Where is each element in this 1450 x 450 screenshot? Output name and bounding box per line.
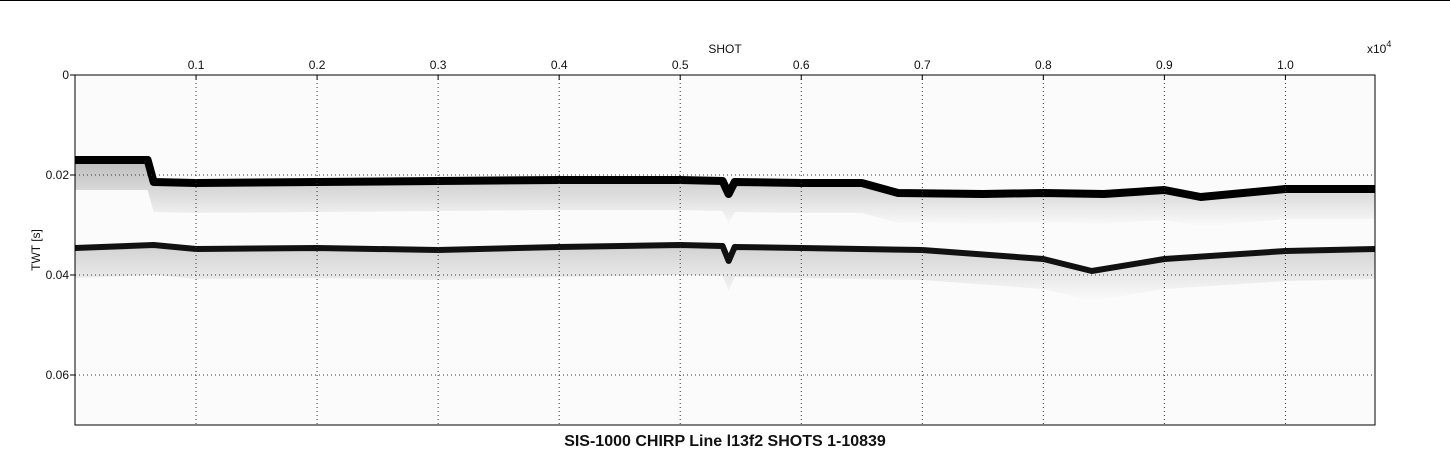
x-axis-label: SHOT [708,42,742,56]
x-tick-label: 0.7 [914,58,931,72]
y-tick-label: 0.06 [46,368,70,382]
chart-title: SIS-1000 CHIRP Line l13f2 SHOTS 1-10839 [564,433,886,450]
x-tick-label: 0.8 [1035,58,1052,72]
y-tick-label: 0.02 [46,168,70,182]
x-multiplier: x104 [1367,39,1391,56]
x-tick-label: 0.2 [309,58,326,72]
y-axis-label: TWT [s] [29,229,43,271]
x-tick-label: 0.4 [551,58,568,72]
x-tick-label: 0.3 [430,58,447,72]
plot-frame [74,74,1376,426]
y-tick-label: 0 [62,68,69,82]
reflector [75,156,1375,201]
x-tick-label: 0.6 [793,58,810,72]
x-tick-label: 0.5 [672,58,689,72]
x-multiplier-exponent: 4 [1386,39,1391,49]
x-tick-label: 1.0 [1277,58,1294,72]
y-tick-label: 0.04 [46,268,70,282]
reflector [74,242,1376,274]
x-multiplier-base: x10 [1367,42,1387,56]
reflector-wash [75,245,1375,301]
x-tick-label: 0.1 [188,58,205,72]
x-tick-label: 0.9 [1156,58,1173,72]
